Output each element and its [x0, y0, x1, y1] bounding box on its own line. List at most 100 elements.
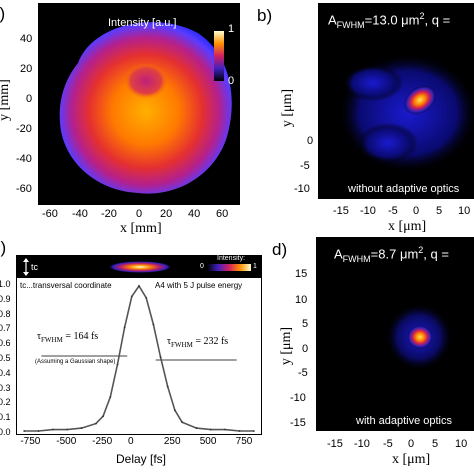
panel-a-ytick: 20: [20, 63, 33, 75]
pulse-trace-point: [66, 428, 69, 431]
panel-d-xlabel: x [μm]: [392, 452, 431, 467]
panel-d-xtick: 5: [432, 438, 439, 450]
panel-c-ytick: 0.4: [0, 367, 11, 378]
pulse-trace-point: [152, 323, 155, 326]
panel-c-xtick: -750: [20, 436, 41, 447]
panel-c-xtick: 500: [199, 436, 217, 447]
pulse-trace-point: [123, 326, 126, 329]
pulse-trace-point: [51, 428, 54, 431]
pulse-trace-point: [159, 356, 162, 358]
panel-d-ytick: 15: [295, 268, 308, 280]
pulse-trace-point: [130, 295, 133, 298]
panel-b-area-sub: FWHM: [336, 19, 365, 30]
panel-a-xlabel: x [mm]: [120, 221, 162, 236]
panel-a-xtick: 40: [188, 208, 201, 220]
panel-d-ylabel: y [μm]: [279, 326, 294, 366]
panel-d-ytick: 0: [302, 343, 309, 355]
pulse-trace-point: [145, 296, 148, 299]
panel-d-ytick: -15: [290, 417, 306, 429]
pulse-trace-point: [109, 396, 112, 398]
pulse-trace-point: [252, 430, 255, 432]
panel-c-ytick: 0.3: [0, 382, 11, 393]
panel-b-xtick: -15: [333, 205, 349, 217]
panel-d-ytick: -5: [298, 367, 308, 379]
panel-c-ytick: 1.0: [0, 279, 11, 289]
beam-profile-image: [59, 22, 232, 194]
panel-d-xtick: -5: [383, 438, 393, 450]
pulse-trace-point: [95, 422, 97, 425]
colorbar-min-label: 0: [228, 75, 235, 87]
temporal-profile-strip: tc Intensity: 0 1: [17, 255, 261, 278]
panel-c-ytick: 0.8: [0, 308, 11, 319]
pulse-trace-point: [138, 285, 140, 287]
panel-c-xtick: 750: [235, 436, 253, 447]
panel-a-image: Intensity [a.u.] 1 0: [38, 3, 240, 205]
pulse-trace-point: [195, 427, 198, 429]
pulse-trace-point: [102, 415, 105, 418]
panel-a-ytick: -60: [16, 183, 32, 195]
fwhm-right-value: = 232 fs: [192, 336, 229, 347]
panel-d-ytick: 5: [302, 318, 309, 330]
pulse-trace-point: [209, 428, 212, 431]
panel-a-xtick: -40: [72, 208, 88, 220]
fwhm-right-annotation: τFWHM = 232 fs: [167, 336, 228, 349]
panel-c-xtick: 0: [128, 436, 134, 447]
panel-d-area-symbol: A: [334, 246, 343, 262]
panel-a-ytick: -20: [16, 123, 32, 135]
strip-cbar-min: 0: [200, 263, 204, 270]
panel-c-plot: tc Intensity: 0 1 tc...transversal coord…: [16, 255, 262, 435]
panel-a-ytick: 40: [20, 33, 33, 45]
panel-d-xtick: -15: [327, 438, 343, 450]
fwhm-left-symbol: τ: [37, 331, 42, 342]
panel-d-caption: with adaptive optics: [356, 415, 452, 427]
panel-a-ytick: 0: [26, 93, 33, 105]
panel-d-xtick: -10: [354, 438, 370, 450]
panel-d-ytick: 10: [295, 294, 308, 306]
panel-c-ytick: 0.1: [0, 412, 11, 423]
strip-intensity-label: Intensity:: [217, 255, 246, 262]
panel-d-area-sub: FWHM: [342, 253, 371, 264]
panel-a-xtick: 20: [160, 208, 173, 220]
panel-c-label: c): [0, 238, 7, 257]
panel-b-ytick: -10: [294, 183, 310, 195]
pulse-energy-note: A4 with 5 J pulse energy: [155, 281, 243, 290]
panel-c-ytick: 0.0: [0, 427, 11, 437]
panel-d-image: AFWHM=8.7 μm2, q = with adaptive optics: [316, 237, 474, 431]
panel-b-area: AFWHM=13.0 μm2, q =: [328, 11, 450, 30]
panel-d-area: AFWHM=8.7 μm2, q =: [334, 245, 449, 264]
gaussian-note: (Assuming a Gaussian shape): [35, 359, 116, 365]
panel-b-xtick: -5: [388, 205, 398, 217]
panel-b-label: b): [257, 6, 273, 25]
panel-b-area-tail: , q =: [424, 12, 451, 28]
panel-b-xtick: -10: [360, 205, 376, 217]
panel-c-xlabel: Delay [fs]: [116, 452, 167, 466]
pulse-trace-point: [37, 430, 40, 432]
focal-spot-with-ao-image: [385, 303, 453, 371]
panel-a-xtick: -60: [42, 208, 58, 220]
panel-d-xtick: 10: [455, 438, 468, 450]
panel-b-xtick: 5: [436, 205, 443, 217]
fwhm-left-sub: FWHM: [41, 336, 63, 344]
pulse-trace-point: [224, 428, 227, 431]
pulse-trace-point: [80, 427, 83, 429]
panel-b-ytick: 0: [307, 135, 314, 147]
fwhm-right-sub: FWHM: [171, 341, 193, 349]
panel-c-ytick: 0.9: [0, 293, 11, 304]
intensity-label: Intensity [a.u.]: [108, 17, 177, 29]
panel-d-area-sup: 2: [418, 245, 424, 255]
panel-b-xtick: 0: [413, 205, 420, 217]
panel-c-ytick: 0.7: [0, 323, 11, 334]
panel-b-ylabel: y [μm]: [280, 88, 295, 128]
panel-c-ytick: 0.6: [0, 338, 11, 349]
panel-c-xtick: -250: [92, 436, 113, 447]
tc-label: tc: [31, 262, 39, 272]
pulse-trace-point: [23, 430, 26, 432]
panel-c-xtick: 250: [163, 436, 181, 447]
panel-b-ytick: -5: [300, 160, 310, 172]
panel-b-image: AFWHM=13.0 μm2, q = without adaptive opt…: [318, 3, 474, 199]
pulse-trace-point: [166, 385, 169, 388]
panel-b-caption: without adaptive optics: [348, 183, 460, 195]
fwhm-right-symbol: τ: [167, 336, 172, 347]
panel-b-area-value: =13.0 μm: [364, 12, 420, 28]
panel-a-xtick: -20: [101, 208, 117, 220]
